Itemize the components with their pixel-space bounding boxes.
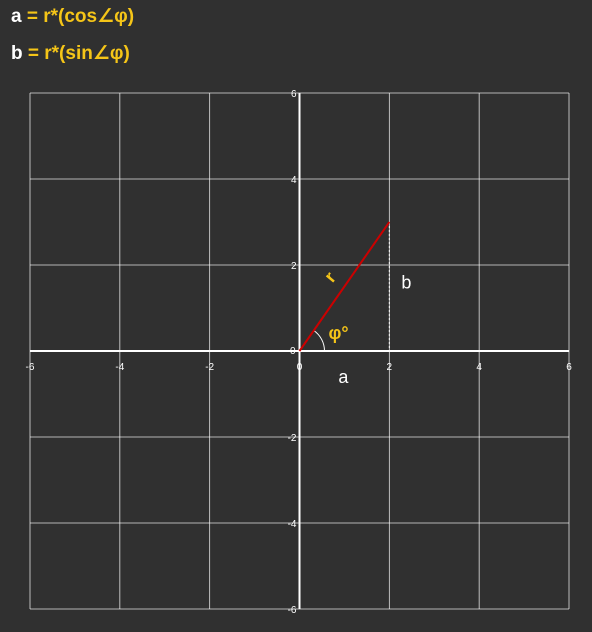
label-b: b — [401, 273, 411, 293]
y-tick-label: 2 — [291, 261, 297, 272]
label-a: a — [338, 367, 349, 387]
y-tick-label: 4 — [291, 175, 297, 186]
tick-labels: -6 -4 -2 0 2 4 6 6 4 2 -2 -4 -6 0 — [26, 89, 573, 616]
vector-figure: r φ° a b — [298, 221, 411, 387]
y-tick-label: 6 — [291, 89, 297, 100]
formula-a-variable: a — [11, 6, 22, 27]
x-tick-label: -4 — [115, 362, 124, 373]
formula-a-expression: = r*(cos∠φ) — [26, 6, 135, 27]
x-tick-label: -6 — [26, 362, 35, 373]
formula-b-variable: b — [11, 43, 23, 64]
formula-a: a = r*(cos∠φ) — [11, 5, 134, 29]
y-tick-label: -4 — [288, 519, 297, 530]
x-tick-label: 2 — [387, 362, 393, 373]
x-tick-label: 4 — [476, 362, 482, 373]
x-tick-label: 6 — [566, 362, 572, 373]
label-r: r — [320, 268, 340, 286]
angle-arc — [313, 330, 325, 352]
y-tick-label: 0 — [290, 346, 296, 357]
vector-r — [298, 221, 391, 352]
x-tick-label: 0 — [297, 362, 303, 373]
formula-b: b = r*(sin∠φ) — [11, 42, 130, 66]
label-phi: φ° — [329, 323, 349, 343]
x-tick-label: -2 — [205, 362, 214, 373]
y-tick-label: -2 — [288, 433, 297, 444]
formula-b-expression: = r*(sin∠φ) — [27, 43, 130, 64]
y-tick-label: -6 — [288, 605, 297, 616]
